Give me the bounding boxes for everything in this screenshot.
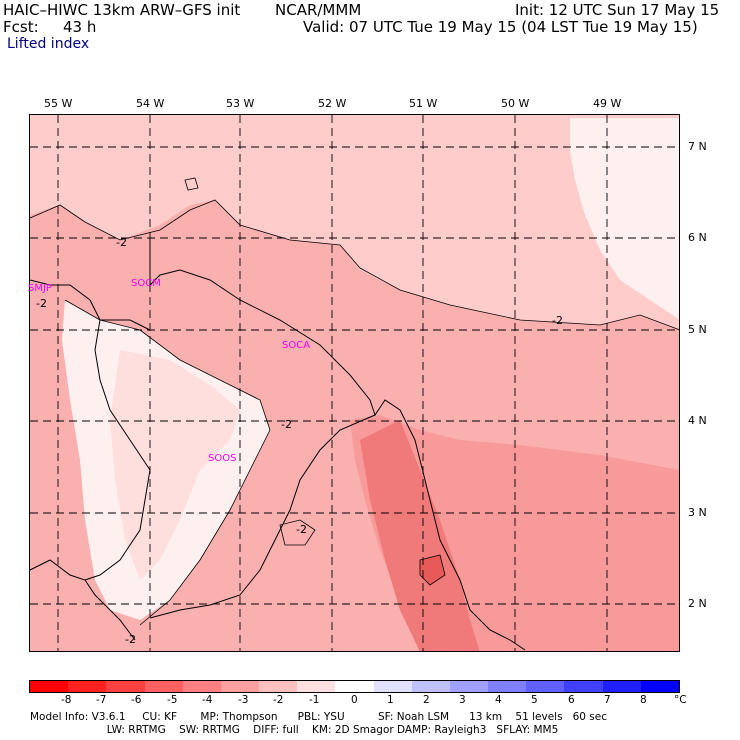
field-name: Lifted index — [7, 36, 90, 52]
contour-label: -2 — [281, 418, 292, 431]
contour-label: -2 — [125, 633, 136, 646]
colorbar-tick: 6 — [568, 694, 575, 706]
colorbar-tick: -2 — [273, 694, 284, 706]
colorbar-swatch — [220, 681, 260, 692]
colorbar-tick: -5 — [167, 694, 178, 706]
map-frame — [29, 114, 680, 652]
forecast-hours: 43 h — [63, 18, 97, 36]
colorbar-tick: 8 — [640, 694, 647, 706]
colorbar-swatch — [602, 681, 641, 692]
lat-label: 2 N — [688, 597, 707, 610]
valid-time: Valid: 07 UTC Tue 19 May 15 (04 LST Tue … — [303, 18, 698, 36]
river — [100, 319, 151, 331]
colorbar-swatch — [30, 681, 69, 692]
colorbar-tick: -6 — [131, 694, 142, 706]
shade-sw — [30, 560, 130, 652]
colorbar-tick: -7 — [96, 694, 107, 706]
shade-ne-light — [570, 118, 680, 320]
station-soos: SOOS — [208, 453, 237, 464]
colorbar-swatch — [68, 681, 107, 692]
colorbar-swatch — [488, 681, 527, 692]
colorbar-tick: 1 — [387, 694, 394, 706]
station-soca: SOCA — [282, 340, 311, 351]
colorbar-tick: 7 — [604, 694, 611, 706]
org-label: NCAR/MMM — [275, 1, 362, 19]
colorbar-tick: -3 — [238, 694, 249, 706]
contour-interior — [64, 299, 271, 626]
model-title: HAIC–HIWC 13km ARW–GFS init — [3, 1, 241, 19]
lifted-index-shading — [30, 115, 680, 652]
lon-label: 52 W — [318, 97, 347, 110]
shade-coast-dark — [360, 420, 480, 652]
colorbar-swatch — [526, 681, 565, 692]
colorbar-swatch — [411, 681, 450, 692]
colorbar-tick: 4 — [495, 694, 502, 706]
lon-label: 50 W — [501, 97, 530, 110]
colorbar-tick: 5 — [531, 694, 538, 706]
colorbar-tick: -4 — [202, 694, 213, 706]
lat-label: 5 N — [688, 323, 707, 336]
contour-label: -2 — [296, 523, 307, 536]
boundaries — [29, 238, 526, 651]
graticule — [30, 115, 680, 652]
lat-label: 4 N — [688, 414, 707, 427]
lon-label: 49 W — [593, 97, 622, 110]
shade-min-spot — [419, 554, 446, 586]
shade-interior-lighter — [110, 350, 240, 580]
contour-label: -2 — [552, 314, 563, 327]
border-brazil-suriname — [29, 559, 136, 641]
colorbar-tick: 3 — [459, 694, 466, 706]
colorbar-swatch — [449, 681, 489, 692]
station-smjp: SMJP — [28, 283, 52, 294]
contours-minus2 — [29, 177, 681, 626]
station-socm: SOCM — [131, 278, 161, 289]
lon-label: 54 W — [136, 97, 165, 110]
contour-label: -2 — [36, 297, 47, 310]
model-info-line2: LW: RRTMG SW: RRTMG DIFF: full KM: 2D Sm… — [30, 724, 559, 736]
lat-label: 6 N — [688, 231, 707, 244]
forecast-label: Fcst: — [3, 18, 39, 36]
lon-label: 55 W — [44, 97, 73, 110]
init-time: Init: 12 UTC Sun 17 May 15 — [515, 1, 720, 19]
colorbar-tick: -8 — [61, 694, 72, 706]
lon-label: 53 W — [226, 97, 255, 110]
colorbar-swatch — [373, 681, 412, 692]
colorbar-swatch — [259, 681, 298, 692]
colorbar-swatch — [297, 681, 336, 692]
colorbar-swatch — [144, 681, 183, 692]
colorbar-tick: -1 — [309, 694, 320, 706]
contour-north — [29, 199, 681, 331]
colorbar-swatch — [106, 681, 145, 692]
lon-label: 51 W — [409, 97, 438, 110]
colorbar-tick: 2 — [423, 694, 430, 706]
contour-tiny-loop — [184, 177, 199, 191]
colorbar — [29, 680, 680, 693]
model-info-line1: Model Info: V3.6.1 CU: KF MP: Thompson P… — [30, 711, 607, 723]
colorbar-unit: °C — [674, 694, 687, 706]
contour-small-loop — [279, 519, 316, 546]
colorbar-swatch — [564, 681, 603, 692]
lat-label: 3 N — [688, 506, 707, 519]
lat-label: 7 N — [688, 140, 707, 153]
colorbar-swatch — [640, 681, 679, 692]
colorbar-swatch — [335, 681, 374, 692]
colorbar-swatch — [182, 681, 221, 692]
contour-label: -2 — [116, 236, 127, 249]
border-suriname-french-guiana — [29, 279, 151, 581]
border-brazil-french-guiana — [149, 414, 376, 619]
colorbar-tick: 0 — [351, 694, 358, 706]
